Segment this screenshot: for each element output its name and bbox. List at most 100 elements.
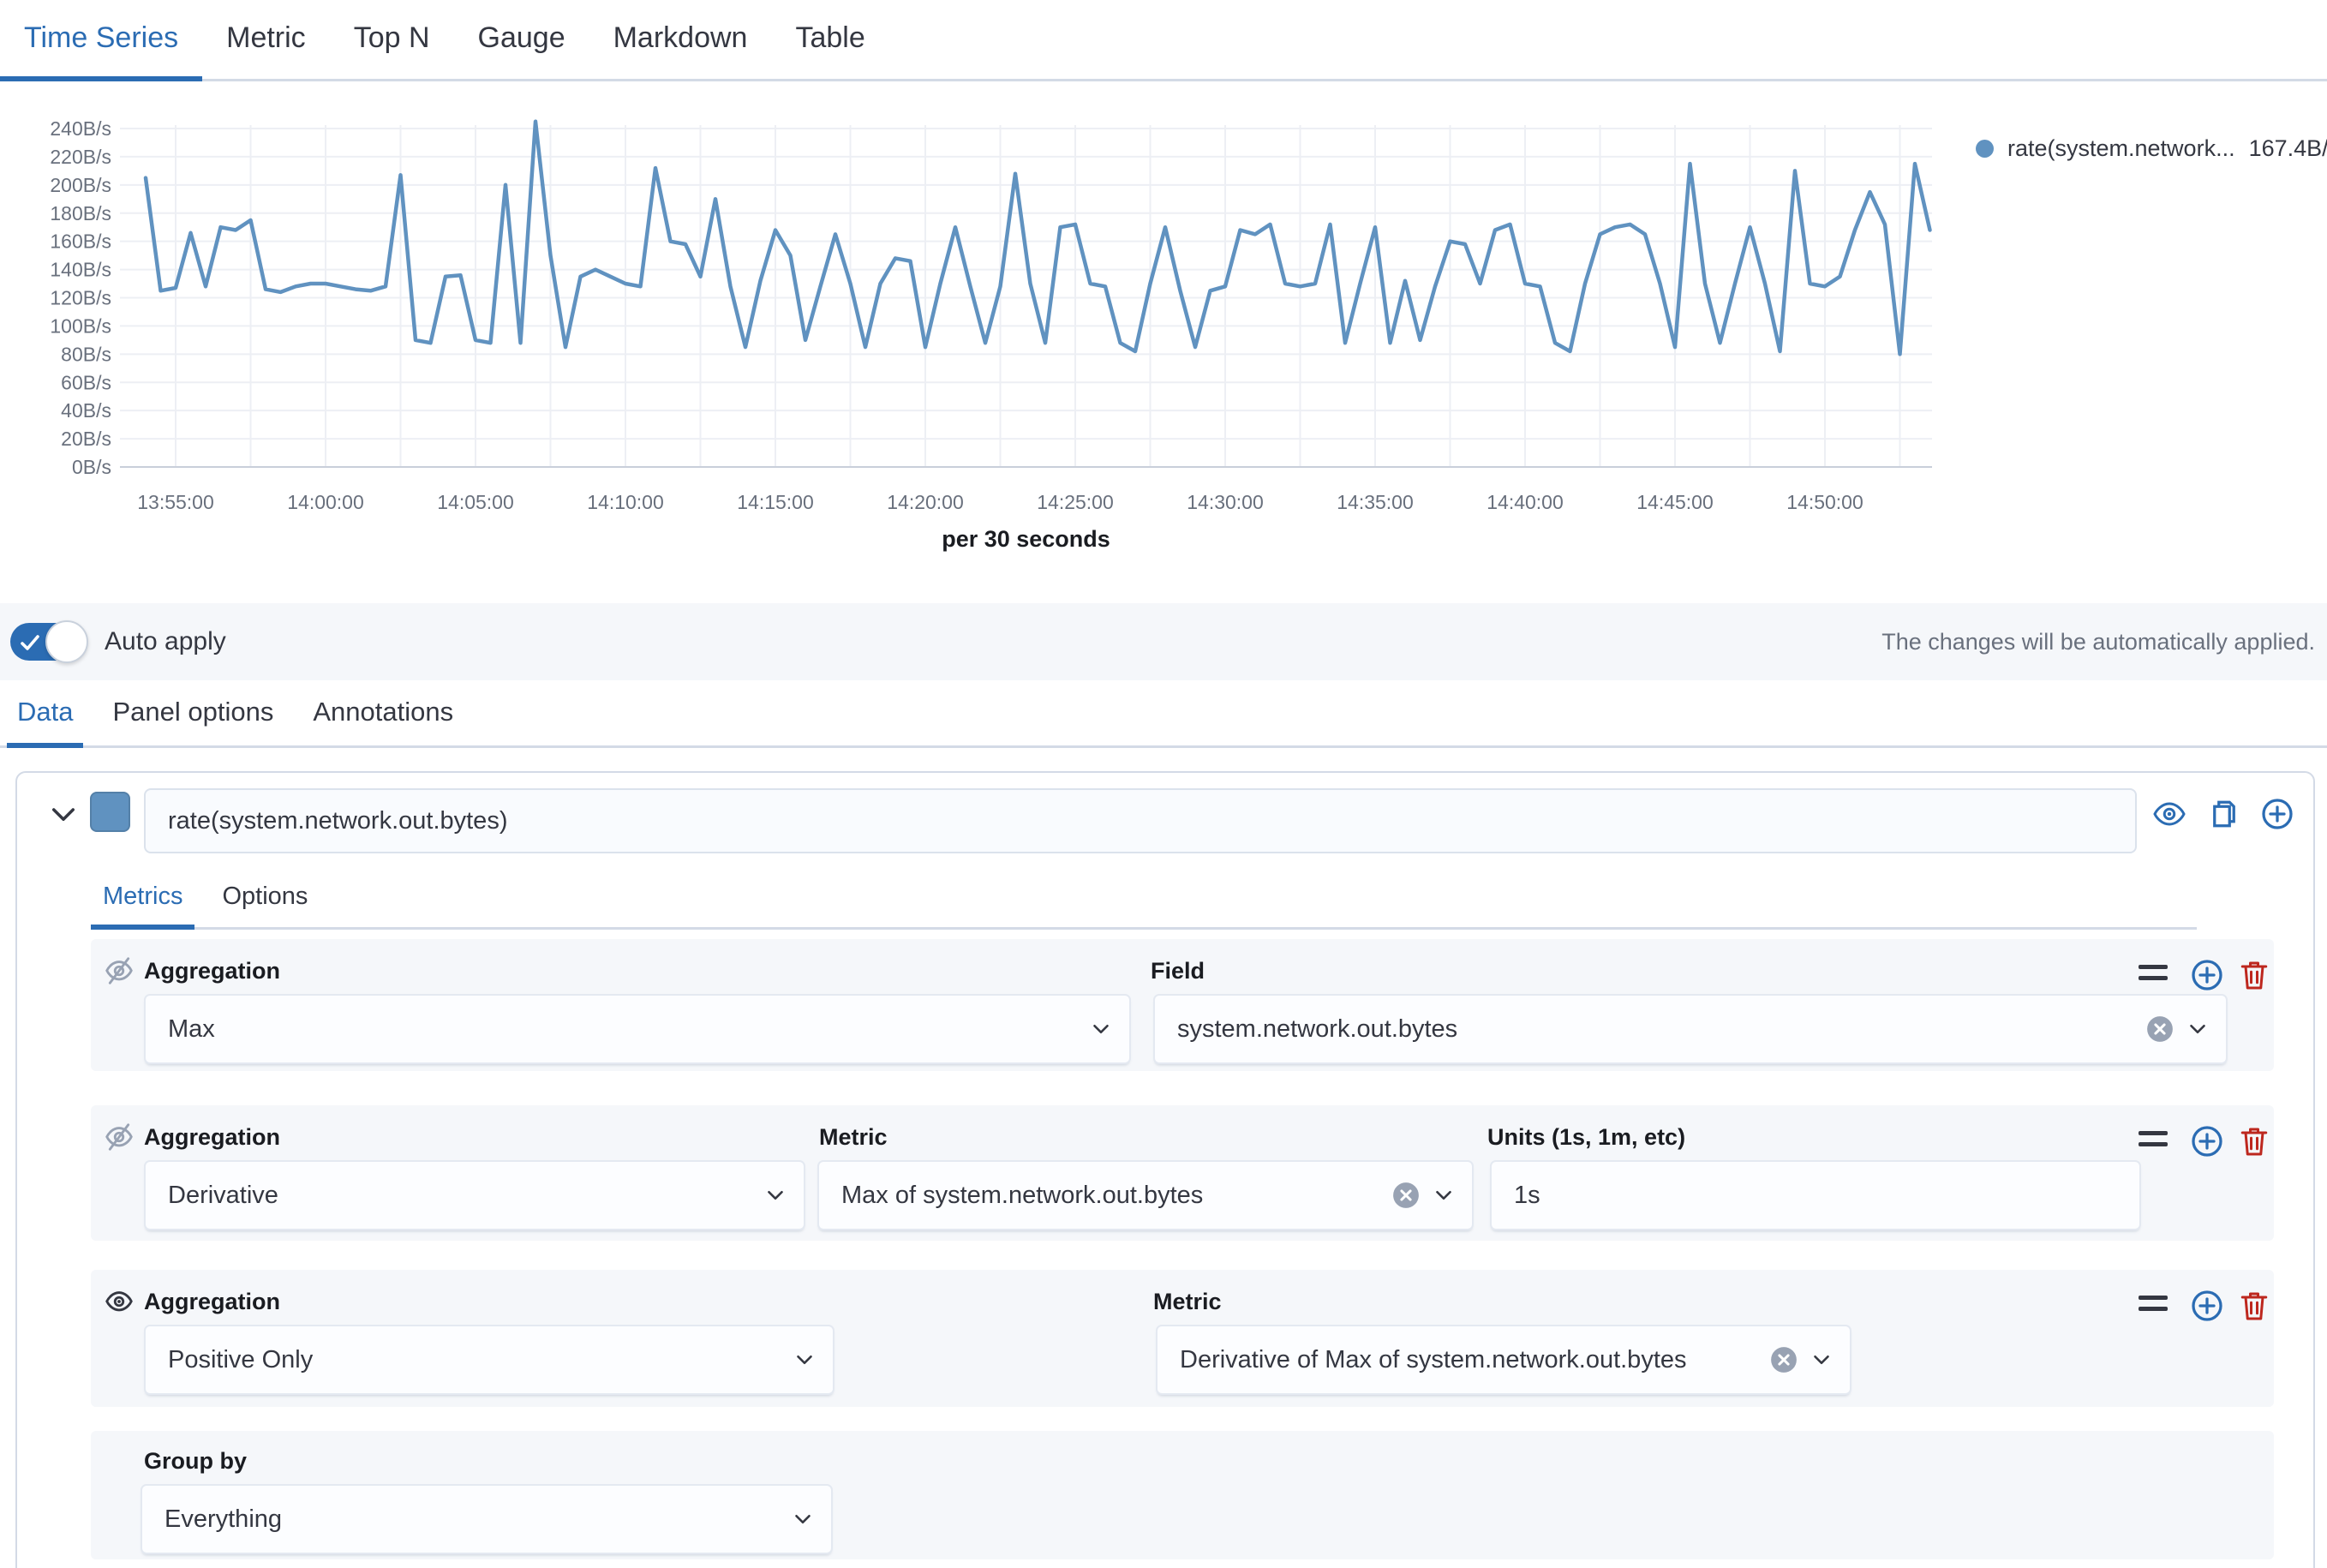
svg-text:14:50:00: 14:50:00 (1786, 491, 1863, 513)
tab-options[interactable]: Options (210, 869, 320, 930)
delete-metric-button[interactable] (2237, 1124, 2271, 1158)
copy-icon (2207, 797, 2241, 831)
chart-legend[interactable]: rate(system.network... 167.4B/s (1976, 135, 2327, 162)
units-input[interactable] (1490, 1160, 2141, 1230)
clear-icon (1769, 1345, 1798, 1374)
aggregation-value: Derivative (146, 1182, 763, 1210)
svg-text:60B/s: 60B/s (61, 371, 111, 393)
svg-text:14:40:00: 14:40:00 (1487, 491, 1564, 513)
series-panel: Metrics Options Aggregation Max Field sy… (15, 771, 2315, 1568)
legend-series-value: 167.4B/s (2249, 135, 2327, 162)
metric-combobox[interactable]: Max of system.network.out.bytes (817, 1160, 1474, 1230)
svg-text:200B/s: 200B/s (50, 174, 111, 196)
add-metric-button[interactable] (2190, 1124, 2224, 1158)
svg-text:14:05:00: 14:05:00 (437, 491, 514, 513)
field-label: Field (1151, 958, 1205, 984)
series-label-input[interactable] (144, 788, 2137, 853)
tab-metric[interactable]: Metric (202, 0, 330, 81)
metric-row-3: Aggregation Positive Only Metric Derivat… (91, 1270, 2274, 1407)
svg-text:20B/s: 20B/s (61, 428, 111, 450)
toggle-knob (45, 620, 88, 663)
series-clone-button[interactable] (2207, 797, 2241, 831)
chart-interval-label: per 30 seconds (120, 526, 1932, 553)
delete-metric-button[interactable] (2237, 958, 2271, 992)
trash-icon (2237, 1124, 2271, 1158)
metric-value: Max of system.network.out.bytes (819, 1182, 1391, 1210)
chevron-down-icon (46, 797, 81, 831)
drag-handle-icon[interactable] (2139, 965, 2168, 984)
svg-text:0B/s: 0B/s (72, 456, 111, 478)
svg-text:220B/s: 220B/s (50, 146, 111, 168)
eye-icon (2152, 797, 2186, 831)
tab-top-n[interactable]: Top N (330, 0, 454, 81)
metric-label: Metric (1153, 1289, 1222, 1315)
svg-text:14:25:00: 14:25:00 (1037, 491, 1114, 513)
aggregation-select[interactable]: Positive Only (144, 1325, 834, 1395)
tsvb-editor: Time Series Metric Top N Gauge Markdown … (0, 0, 2327, 1568)
clear-metric-button[interactable] (1391, 1181, 1421, 1210)
chevron-down-icon (1431, 1182, 1457, 1208)
svg-text:180B/s: 180B/s (50, 202, 111, 224)
svg-text:14:15:00: 14:15:00 (737, 491, 814, 513)
tab-table[interactable]: Table (771, 0, 888, 81)
legend-series-label: rate(system.network... (2007, 135, 2235, 162)
trash-icon (2237, 1289, 2271, 1323)
drag-handle-icon[interactable] (2139, 1131, 2168, 1150)
group-by-value: Everything (142, 1505, 790, 1534)
aggregation-select[interactable]: Max (144, 994, 1131, 1064)
editor-tabs: Data Panel options Annotations (0, 680, 2327, 748)
tab-gauge[interactable]: Gauge (454, 0, 589, 81)
series-collapse-button[interactable] (46, 797, 81, 831)
chevron-down-icon (2185, 1016, 2210, 1042)
group-by-label: Group by (144, 1448, 247, 1475)
eye-slash-icon (103, 1121, 135, 1153)
metric-combobox[interactable]: Derivative of Max of system.network.out.… (1156, 1325, 1851, 1395)
series-visibility-button[interactable] (2152, 797, 2186, 831)
series-color-swatch[interactable] (90, 792, 130, 832)
plus-circle-icon (2190, 1289, 2224, 1323)
aggregation-label: Aggregation (144, 1289, 280, 1315)
aggregation-select[interactable]: Derivative (144, 1160, 805, 1230)
chevron-down-icon (763, 1182, 788, 1208)
delete-metric-button[interactable] (2237, 1289, 2271, 1323)
metric-value: Derivative of Max of system.network.out.… (1158, 1346, 1769, 1374)
aggregation-value: Max (146, 1015, 1088, 1044)
auto-apply-note: The changes will be automatically applie… (1881, 629, 2315, 655)
svg-text:120B/s: 120B/s (50, 287, 111, 309)
tab-markdown[interactable]: Markdown (589, 0, 772, 81)
group-by-select[interactable]: Everything (141, 1484, 833, 1554)
svg-text:40B/s: 40B/s (61, 399, 111, 422)
tab-annotations[interactable]: Annotations (302, 680, 464, 748)
add-metric-button[interactable] (2190, 958, 2224, 992)
check-icon (19, 631, 41, 654)
tab-metrics[interactable]: Metrics (91, 869, 194, 930)
series-add-button[interactable] (2260, 797, 2294, 831)
clear-metric-button[interactable] (1769, 1345, 1798, 1374)
plus-circle-icon (2260, 797, 2294, 831)
clear-icon (2145, 1014, 2174, 1044)
plus-circle-icon (2190, 958, 2224, 992)
metric-row-1: Aggregation Max Field system.network.out… (91, 939, 2274, 1071)
visualization-type-tabs: Time Series Metric Top N Gauge Markdown … (0, 0, 2327, 81)
clear-field-button[interactable] (2145, 1014, 2174, 1044)
tab-time-series[interactable]: Time Series (0, 0, 202, 81)
field-value: system.network.out.bytes (1155, 1015, 2145, 1044)
tab-data[interactable]: Data (7, 680, 83, 748)
plus-circle-icon (2190, 1124, 2224, 1158)
metric-label: Metric (819, 1124, 888, 1151)
tab-panel-options[interactable]: Panel options (102, 680, 284, 748)
chevron-down-icon (1088, 1016, 1114, 1042)
svg-text:14:20:00: 14:20:00 (887, 491, 964, 513)
svg-text:14:30:00: 14:30:00 (1187, 491, 1264, 513)
chevron-down-icon (1809, 1347, 1834, 1373)
auto-apply-bar: Auto apply The changes will be automatic… (0, 603, 2327, 680)
clear-icon (1391, 1181, 1421, 1210)
aggregation-value: Positive Only (146, 1346, 792, 1374)
auto-apply-toggle[interactable] (10, 623, 86, 661)
drag-handle-icon[interactable] (2139, 1296, 2168, 1314)
eye-icon (103, 1285, 135, 1318)
svg-text:100B/s: 100B/s (50, 314, 111, 337)
add-metric-button[interactable] (2190, 1289, 2224, 1323)
field-combobox[interactable]: system.network.out.bytes (1153, 994, 2228, 1064)
svg-text:140B/s: 140B/s (50, 259, 111, 281)
